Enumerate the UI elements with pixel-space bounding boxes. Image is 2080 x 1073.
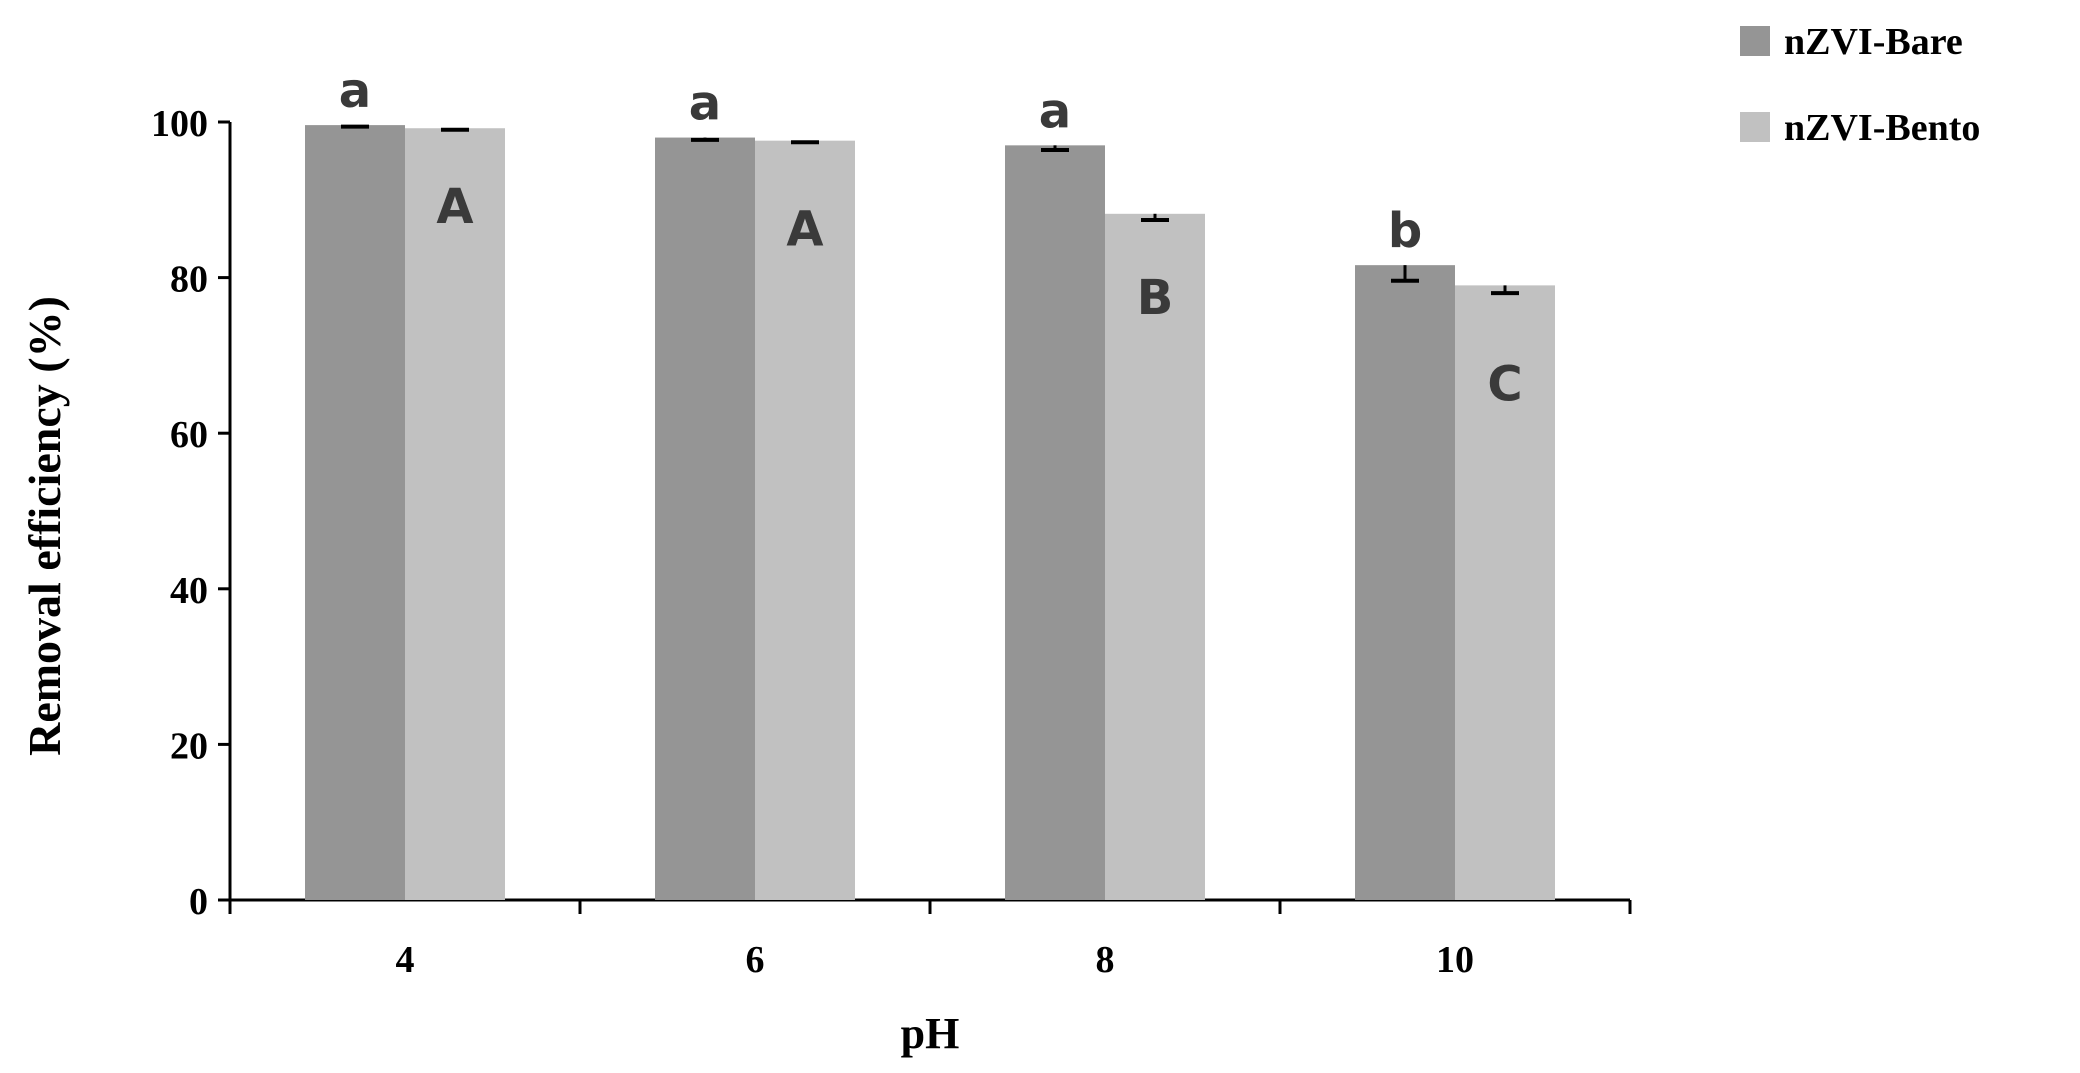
y-axis-title: Removal efficiency (%): [19, 296, 70, 756]
x-tick-label: 8: [1096, 939, 1115, 981]
x-ticks: 4 6 8 10: [228, 900, 1632, 981]
significance-label: a: [339, 63, 371, 119]
bar-nzvi-bare-4: [305, 125, 405, 900]
significance-label: b: [1388, 203, 1422, 259]
bar-nzvi-bento-6: [755, 140, 855, 900]
legend-label: nZVI-Bare: [1784, 21, 1963, 63]
y-tick-label: 20: [170, 725, 208, 767]
x-axis-title: pH: [901, 1009, 960, 1058]
bar-nzvi-bento-8: [1105, 213, 1205, 900]
significance-label: A: [786, 202, 823, 258]
bars: [305, 125, 1555, 901]
y-tick-label: 0: [189, 881, 208, 923]
y-tick-label: 80: [170, 259, 208, 301]
bar-nzvi-bento-10: [1455, 285, 1555, 900]
x-tick-label: 6: [746, 939, 765, 981]
significance-label: a: [1039, 83, 1071, 139]
legend: nZVI-Bare nZVI-Bento: [1740, 21, 1980, 149]
legend-label: nZVI-Bento: [1784, 107, 1980, 149]
x-tick-label: 4: [396, 939, 415, 981]
significance-labels: a a a b A A B C: [339, 63, 1523, 412]
bar-nzvi-bento-4: [405, 128, 505, 900]
y-tick-label: 100: [151, 103, 208, 145]
x-tick-label: 10: [1436, 939, 1474, 981]
significance-label: B: [1137, 270, 1174, 326]
bar-nzvi-bare-10: [1355, 265, 1455, 901]
significance-label: C: [1487, 356, 1522, 412]
y-tick-label: 60: [170, 414, 208, 456]
y-tick-label: 40: [170, 570, 208, 612]
legend-swatch: [1740, 26, 1770, 56]
significance-label: A: [436, 179, 473, 235]
error-bars: [341, 124, 1519, 296]
bar-nzvi-bare-6: [655, 137, 755, 900]
legend-swatch: [1740, 112, 1770, 142]
significance-label: a: [689, 76, 721, 132]
y-ticks: 0 20 40 60 80 100: [151, 103, 230, 923]
bar-nzvi-bare-8: [1005, 145, 1105, 901]
